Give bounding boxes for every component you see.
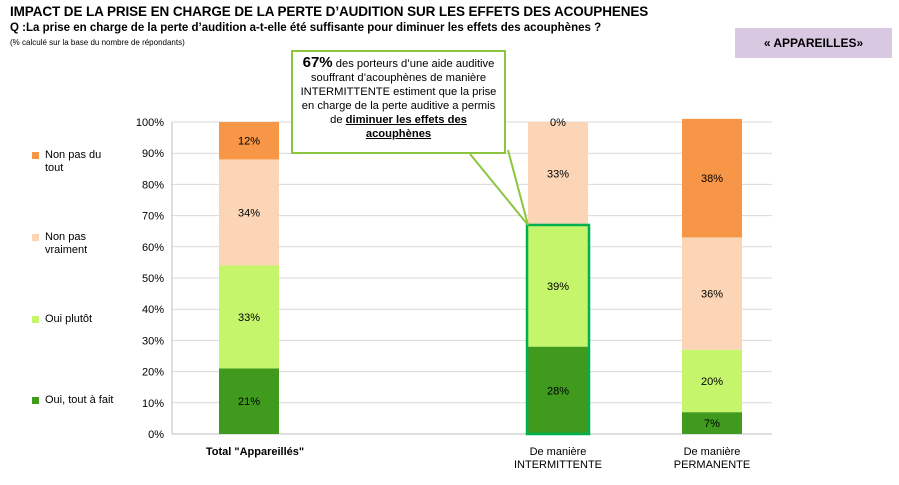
highlight-outline [525, 223, 591, 436]
legend-swatch [32, 316, 39, 323]
bar-segment-oui-plutot [682, 349, 742, 413]
legend-swatch [32, 152, 39, 159]
data-label: 34% [238, 207, 260, 219]
category-label-permanente: De manière PERMANENTE [642, 446, 782, 472]
bar-segment-non-pas-du-tout [219, 122, 279, 160]
category-label-line: INTERMITTENTE [514, 459, 602, 471]
category-label-total: Total "Appareillés" [185, 446, 325, 459]
y-tick-label: 100% [136, 117, 164, 129]
y-tick-label: 30% [142, 335, 164, 347]
bar-segment-oui-tout-a-fait [528, 346, 588, 434]
category-label-line: Total "Appareillés" [205, 446, 305, 458]
data-label: 7% [704, 418, 720, 430]
y-tick-label: 40% [142, 304, 164, 316]
data-label: 33% [547, 168, 569, 180]
bar-segment-oui-plutot [219, 265, 279, 369]
y-tick-label: 90% [142, 148, 164, 160]
legend-label: Non pas vraiment [45, 231, 88, 256]
legend-label: Non pas du tout [45, 149, 102, 174]
survey-question: Q :La prise en charge de la perte d’audi… [10, 22, 602, 34]
segment-badge: « APPAREILLES» [735, 28, 892, 58]
legend-swatch [32, 397, 39, 404]
legend-swatch [32, 234, 39, 241]
y-tick-label: 60% [142, 242, 164, 254]
data-label: 21% [238, 396, 260, 408]
y-tick-label: 70% [142, 211, 164, 223]
data-label: 20% [701, 376, 723, 388]
category-label-line: De manière [683, 446, 741, 458]
bar-segment-non-pas-vraiment [528, 122, 588, 225]
data-label: 0% [550, 117, 566, 129]
bar-segment-oui-tout-a-fait [219, 368, 279, 434]
y-tick-label: 50% [142, 273, 164, 285]
data-label: 38% [701, 173, 723, 185]
data-label: 39% [547, 281, 569, 293]
bar-segment-non-pas-vraiment [682, 237, 742, 350]
y-tick-label: 10% [142, 398, 164, 410]
data-label: 33% [238, 312, 260, 324]
legend-item-non-pas-du-tout: Non pas du tout [32, 149, 117, 175]
data-label: 36% [701, 289, 723, 301]
data-label: 28% [547, 385, 569, 397]
y-tick-label: 80% [142, 179, 164, 191]
bar-segment-oui-tout-a-fait [682, 412, 742, 434]
legend-label: Oui, tout à fait [45, 394, 114, 406]
bar-segment-oui-plutot [528, 224, 588, 347]
calculation-note: (% calculé sur la base du nombre de répo… [10, 38, 185, 47]
y-tick-label: 0% [148, 429, 164, 441]
category-label-line: De manière [529, 446, 587, 458]
chart-title: IMPACT DE LA PRISE EN CHARGE DE LA PERTE… [10, 4, 649, 19]
legend-item-oui-plutot: Oui plutôt [32, 313, 117, 326]
callout-box: 67% des porteurs d’une aide auditive sou… [291, 50, 506, 154]
callout-pointer-edge [469, 153, 529, 226]
legend-item-non-pas-vraiment: Non pas vraiment [32, 231, 117, 257]
legend-label: Oui plutôt [45, 313, 93, 325]
category-label-line: PERMANENTE [673, 459, 751, 471]
category-label-intermittente: De manière INTERMITTENTE [488, 446, 628, 472]
callout-pointer-edge [507, 149, 529, 226]
bar-segment-non-pas-du-tout [682, 118, 742, 238]
callout-text: des porteurs d’une aide auditive souffra… [300, 58, 497, 126]
callout-percentage: 67% [302, 54, 333, 71]
data-label: 12% [238, 136, 260, 148]
legend-item-oui-tout-a-fait: Oui, tout à fait [32, 394, 117, 407]
callout-emphasis: diminuer les effets des acouphènes [345, 114, 467, 140]
y-tick-label: 20% [142, 367, 164, 379]
bar-segment-non-pas-vraiment [219, 159, 279, 266]
